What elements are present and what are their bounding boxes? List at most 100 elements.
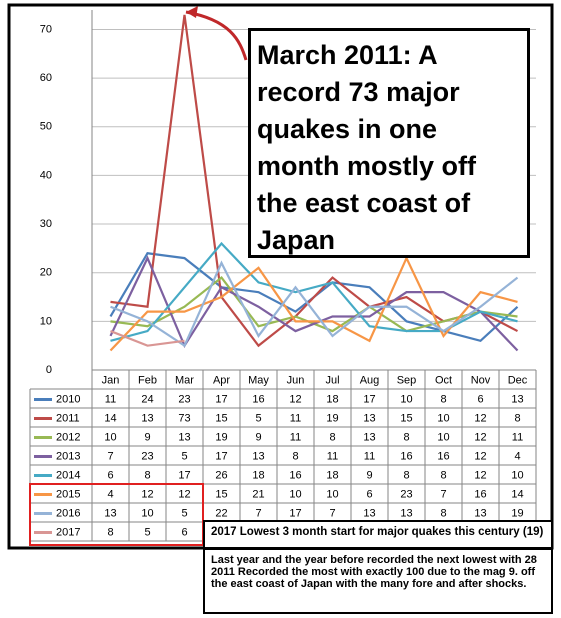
table-value: 18 — [252, 469, 264, 481]
table-value: 13 — [363, 507, 375, 519]
table-value: 9 — [255, 431, 261, 443]
y-tick-label: 10 — [40, 315, 52, 327]
table-value: 5 — [181, 507, 187, 519]
table-value: 11 — [327, 450, 338, 462]
table-value: 17 — [363, 393, 375, 405]
table-value: 7 — [255, 507, 261, 519]
table-value: 8 — [329, 431, 335, 443]
note-line: 2011 Recorded the most with exactly 100 … — [211, 566, 535, 590]
x-tick-label: Oct — [435, 374, 452, 386]
series-line — [109, 255, 518, 352]
table-value: 73 — [178, 412, 190, 424]
table-value: 23 — [400, 488, 412, 500]
x-tick-label: Nov — [471, 374, 491, 386]
table-value: 16 — [474, 488, 486, 500]
table-value: 14 — [511, 488, 523, 500]
y-tick-label: 20 — [40, 267, 52, 279]
table-value: 10 — [400, 393, 412, 405]
table-value: 19 — [326, 412, 338, 424]
table-value: 8 — [107, 526, 113, 538]
table-value: 6 — [366, 488, 372, 500]
table-value: 16 — [252, 393, 264, 405]
table-value: 8 — [514, 412, 520, 424]
table-value: 23 — [141, 450, 153, 462]
table-value: 15 — [400, 412, 412, 424]
table-value: 11 — [364, 450, 375, 462]
table-value: 19 — [511, 507, 523, 519]
arrow-head — [186, 6, 198, 18]
table-value: 21 — [252, 488, 264, 500]
table-value: 12 — [178, 488, 190, 500]
x-tick-label: Jun — [287, 374, 305, 386]
series-line — [109, 255, 519, 352]
table-value: 13 — [474, 507, 486, 519]
annotation-notes: Last year and the year before recorded t… — [203, 548, 553, 614]
table-value: 16 — [437, 450, 449, 462]
table-value: 14 — [104, 412, 116, 424]
legend-label: 2016 — [56, 507, 80, 519]
table-value: 10 — [437, 431, 449, 443]
highlight-box — [29, 483, 204, 546]
legend-label: 2015 — [56, 488, 80, 500]
table-value: 7 — [107, 450, 113, 462]
table-value: 8 — [144, 469, 150, 481]
table-value: 16 — [289, 469, 301, 481]
table-value: 12 — [474, 450, 486, 462]
table-value: 17 — [289, 507, 301, 519]
x-tick-label: Feb — [138, 374, 157, 386]
table-value: 26 — [215, 469, 227, 481]
table-value: 15 — [215, 488, 227, 500]
table-value: 5 — [181, 450, 187, 462]
y-tick-label: 50 — [40, 121, 52, 133]
table-value: 12 — [141, 488, 153, 500]
arrow — [185, 10, 248, 61]
x-tick-label: Apr — [213, 374, 230, 386]
legend-label: 2014 — [56, 469, 80, 481]
x-tick-label: Sep — [397, 374, 417, 386]
table-value: 16 — [400, 450, 412, 462]
x-tick-label: Aug — [360, 374, 380, 386]
table-value: 8 — [403, 431, 409, 443]
table-value: 10 — [511, 469, 523, 481]
table-value: 4 — [107, 488, 113, 500]
table-value: 17 — [215, 393, 227, 405]
x-tick-label: Dec — [508, 374, 528, 386]
table-value: 7 — [440, 488, 446, 500]
table-value: 12 — [474, 469, 486, 481]
y-tick-label: 40 — [40, 169, 52, 181]
table-value: 12 — [289, 393, 301, 405]
annotation-main: March 2011: A record 73 major quakes in … — [248, 28, 530, 258]
table-value: 10 — [326, 488, 338, 500]
table-value: 13 — [252, 450, 264, 462]
data-table: Jan Feb Mar Apr May Jun Jul Aug Sep Oct Nov Dec 2010… — [29, 369, 537, 542]
table-value: 11 — [290, 412, 301, 424]
series-line — [110, 330, 185, 347]
table-value: 10 — [141, 507, 153, 519]
annotation-2017: 2017 Lowest 3 month start for major quak… — [203, 520, 553, 549]
table-value: 11 — [105, 393, 116, 405]
table-value: 13 — [400, 507, 412, 519]
legend-label: 2011 — [56, 412, 80, 424]
y-tick-label: 70 — [40, 23, 52, 35]
table-value: 9 — [144, 431, 150, 443]
table-value: 6 — [107, 469, 113, 481]
table-value: 7 — [329, 507, 335, 519]
x-tick-label: Mar — [175, 374, 194, 386]
table-value: 8 — [440, 507, 446, 519]
lines — [109, 14, 519, 352]
table-value: 10 — [104, 431, 116, 443]
table-value: 12 — [474, 412, 486, 424]
table-value: 11 — [290, 431, 301, 443]
legend-label: 2012 — [56, 431, 80, 443]
table-value: 8 — [440, 393, 446, 405]
table-value: 4 — [514, 450, 520, 462]
table-value: 13 — [104, 507, 116, 519]
table-value: 6 — [477, 393, 483, 405]
table-value: 11 — [512, 431, 523, 443]
y-tick-label: 30 — [40, 218, 52, 230]
table-value: 18 — [326, 469, 338, 481]
table-value: 22 — [215, 507, 227, 519]
table-value: 13 — [178, 431, 190, 443]
